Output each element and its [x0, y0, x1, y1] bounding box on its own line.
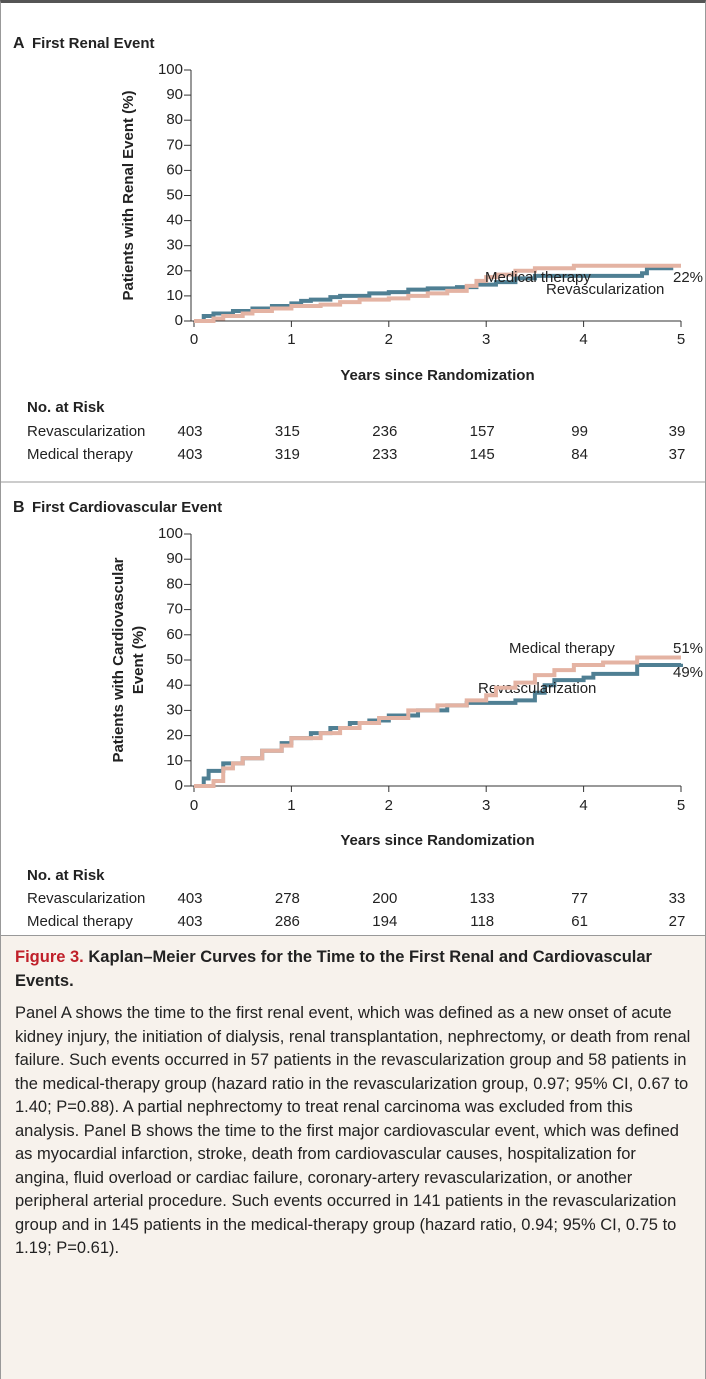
at-risk-value: 200	[372, 890, 397, 907]
x-axis-label: Years since Randomization	[340, 367, 534, 384]
y-tick-label: 30	[166, 701, 183, 718]
y-tick-label: 20	[166, 262, 183, 279]
x-tick-label: 5	[677, 797, 685, 814]
at-risk-value: 194	[372, 913, 397, 930]
x-axis-label: Years since Randomization	[340, 832, 534, 849]
at-risk-value: 84	[571, 446, 588, 463]
at-risk-value: 39	[669, 423, 686, 440]
km-curve	[194, 655, 681, 788]
series-label: Revascularization	[478, 680, 596, 697]
at-risk-value: 27	[669, 913, 686, 930]
y-tick-label: 100	[158, 61, 183, 78]
y-tick-label: 90	[166, 550, 183, 567]
y-tick-label: 60	[166, 161, 183, 178]
at-risk-value: 278	[275, 890, 300, 907]
at-risk-value: 145	[470, 446, 495, 463]
y-tick-label: 50	[166, 186, 183, 203]
at-risk-value: 33	[669, 890, 686, 907]
x-tick-label: 4	[579, 331, 587, 348]
x-tick-label: 2	[385, 331, 393, 348]
at-risk-name: Revascularization	[27, 890, 145, 907]
y-tick-label: 70	[166, 601, 183, 618]
x-tick-label: 0	[190, 797, 198, 814]
y-axis-label: Patients with Cardiovascular	[110, 557, 127, 762]
caption-title: Kaplan–Meier Curves for the Time to the …	[15, 948, 652, 990]
panel-letter: B	[13, 499, 25, 516]
at-risk-value: 403	[177, 890, 202, 907]
y-tick-label: 10	[166, 287, 183, 304]
series-label: Revascularization	[546, 281, 664, 298]
y-tick-label: 90	[166, 86, 183, 103]
y-tick-label: 20	[166, 727, 183, 744]
y-tick-label: 40	[166, 212, 183, 229]
y-tick-label: 40	[166, 676, 183, 693]
end-label: 51%	[673, 640, 703, 657]
y-axis-label: Patients with Renal Event (%)	[120, 90, 137, 300]
y-tick-label: 80	[166, 575, 183, 592]
y-tick-label: 100	[158, 525, 183, 542]
series-label: Medical therapy	[485, 269, 591, 286]
x-tick-label: 3	[482, 797, 490, 814]
at-risk-value: 315	[275, 423, 300, 440]
at-risk-value: 99	[571, 423, 588, 440]
at-risk-name: Medical therapy	[27, 446, 133, 463]
caption-text: Panel A shows the time to the first rena…	[15, 1004, 691, 1257]
at-risk-value: 319	[275, 446, 300, 463]
y-tick-label: 70	[166, 136, 183, 153]
x-tick-label: 3	[482, 331, 490, 348]
panel-title: First Cardiovascular Event	[32, 499, 222, 516]
y-axis-label: Event (%)	[130, 626, 147, 694]
at-risk-value: 118	[470, 913, 494, 930]
at-risk-value: 61	[571, 913, 588, 930]
at-risk-value: 236	[372, 423, 397, 440]
at-risk-value: 157	[470, 423, 495, 440]
km-curve	[194, 263, 681, 323]
end-label: 22%	[673, 269, 703, 286]
y-tick-label: 10	[166, 752, 183, 769]
at-risk-title: No. at Risk	[27, 399, 105, 416]
x-tick-label: 1	[287, 797, 295, 814]
at-risk-value: 77	[571, 890, 588, 907]
at-risk-value: 133	[470, 890, 495, 907]
x-tick-label: 0	[190, 331, 198, 348]
y-tick-label: 50	[166, 651, 183, 668]
y-tick-label: 80	[166, 111, 183, 128]
caption-heading: Figure 3. Kaplan–Meier Curves for the Ti…	[15, 946, 691, 993]
km-curve	[194, 663, 683, 788]
at-risk-value: 286	[275, 913, 300, 930]
y-tick-label: 0	[175, 777, 183, 794]
at-risk-name: Medical therapy	[27, 913, 133, 930]
at-risk-value: 233	[372, 446, 397, 463]
y-tick-label: 0	[175, 312, 183, 329]
end-label: 49%	[673, 664, 703, 681]
at-risk-value: 403	[177, 423, 202, 440]
caption-label: Figure 3.	[15, 948, 84, 966]
x-tick-label: 4	[579, 797, 587, 814]
at-risk-value: 403	[177, 913, 202, 930]
series-label: Medical therapy	[509, 640, 615, 657]
x-tick-label: 2	[385, 797, 393, 814]
panel-letter: A	[13, 35, 25, 52]
charts: A First Renal Event0102030405060708090100…	[1, 35, 705, 930]
at-risk-value: 403	[177, 446, 202, 463]
y-tick-label: 30	[166, 237, 183, 254]
at-risk-title: No. at Risk	[27, 867, 105, 884]
x-tick-label: 5	[677, 331, 685, 348]
at-risk-name: Revascularization	[27, 423, 145, 440]
x-tick-label: 1	[287, 331, 295, 348]
at-risk-value: 37	[669, 446, 686, 463]
panel-title: First Renal Event	[32, 35, 155, 52]
y-tick-label: 60	[166, 626, 183, 643]
caption: Figure 3. Kaplan–Meier Curves for the Ti…	[1, 935, 705, 1379]
